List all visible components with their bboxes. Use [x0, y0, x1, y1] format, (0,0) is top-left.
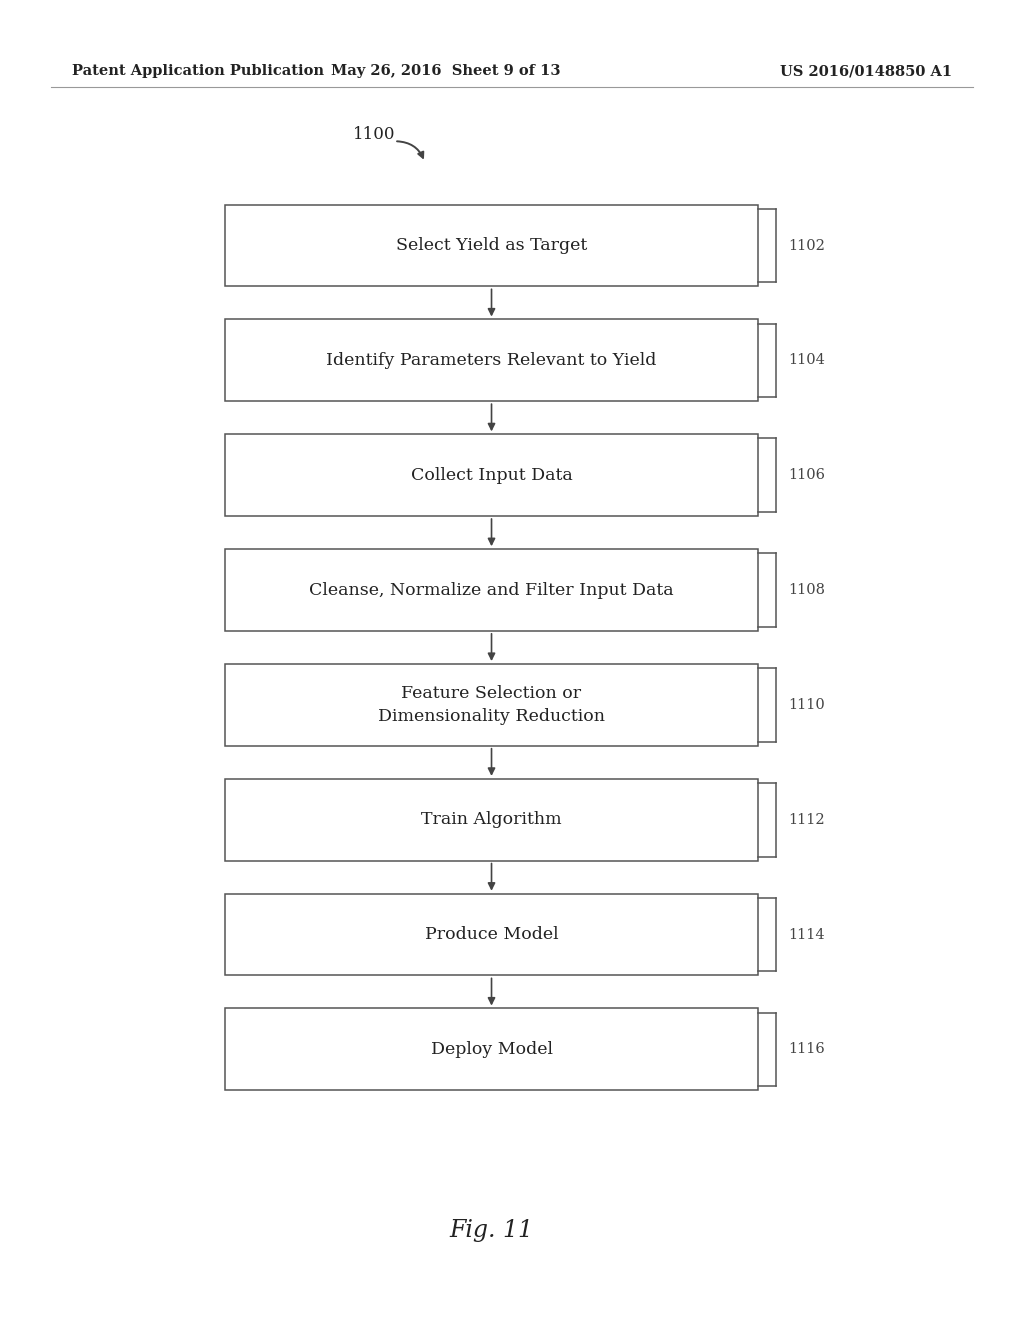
- Text: Feature Selection or
Dimensionality Reduction: Feature Selection or Dimensionality Redu…: [378, 685, 605, 725]
- Text: Produce Model: Produce Model: [425, 927, 558, 942]
- Text: Collect Input Data: Collect Input Data: [411, 467, 572, 483]
- Text: Patent Application Publication: Patent Application Publication: [72, 65, 324, 78]
- Text: 1102: 1102: [788, 239, 825, 252]
- Text: 1106: 1106: [788, 469, 825, 482]
- Bar: [225, 549, 758, 631]
- Text: May 26, 2016  Sheet 9 of 13: May 26, 2016 Sheet 9 of 13: [331, 65, 560, 78]
- Bar: [225, 1008, 758, 1090]
- Bar: [225, 205, 758, 286]
- Bar: [225, 894, 758, 975]
- Text: Train Algorithm: Train Algorithm: [421, 812, 562, 828]
- Text: Deploy Model: Deploy Model: [430, 1041, 553, 1057]
- Text: 1110: 1110: [788, 698, 825, 711]
- Text: Identify Parameters Relevant to Yield: Identify Parameters Relevant to Yield: [327, 352, 656, 368]
- Text: 1104: 1104: [788, 354, 825, 367]
- Bar: [225, 434, 758, 516]
- Text: Cleanse, Normalize and Filter Input Data: Cleanse, Normalize and Filter Input Data: [309, 582, 674, 598]
- Text: 1108: 1108: [788, 583, 825, 597]
- Text: 1112: 1112: [788, 813, 825, 826]
- Text: US 2016/0148850 A1: US 2016/0148850 A1: [780, 65, 952, 78]
- Bar: [225, 779, 758, 861]
- Text: 1114: 1114: [788, 928, 825, 941]
- Text: Fig. 11: Fig. 11: [450, 1218, 534, 1242]
- Bar: [225, 664, 758, 746]
- Text: 1116: 1116: [788, 1043, 825, 1056]
- Text: 1100: 1100: [353, 127, 396, 143]
- Text: Select Yield as Target: Select Yield as Target: [396, 238, 587, 253]
- Bar: [225, 319, 758, 401]
